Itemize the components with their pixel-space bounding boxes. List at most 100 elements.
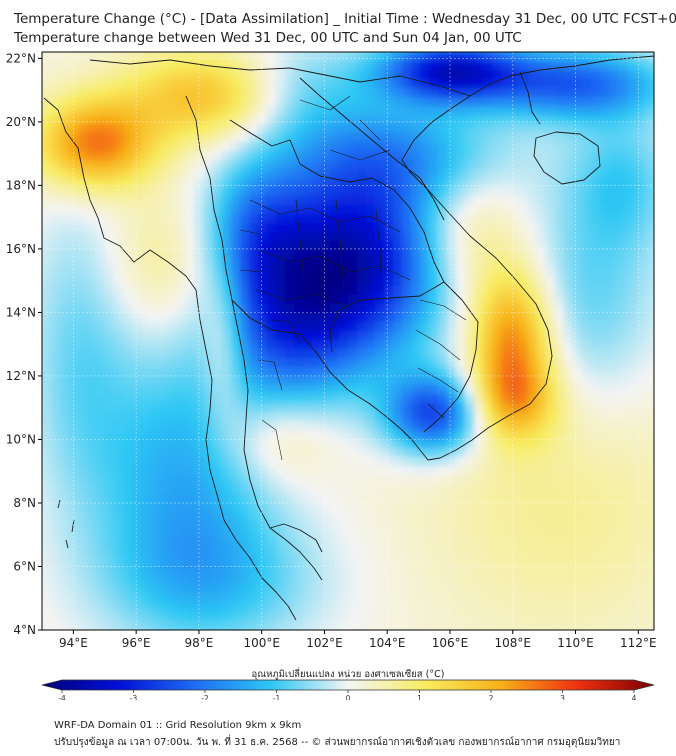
field-cell <box>42 502 52 512</box>
field-cell <box>96 160 106 170</box>
field-cell <box>375 268 385 278</box>
field-cell <box>519 196 529 206</box>
field-cell <box>60 187 70 197</box>
field-cell <box>105 430 115 440</box>
field-cell <box>42 133 43 143</box>
field-cell <box>87 475 97 485</box>
border-thailand-cambodia <box>329 281 445 353</box>
field-cell <box>69 547 79 557</box>
field-cell <box>213 313 223 323</box>
field-cell <box>249 286 259 296</box>
field-cell <box>348 628 358 630</box>
field-cell <box>447 340 457 350</box>
field-cell <box>510 511 520 521</box>
field-cell <box>348 583 358 593</box>
field-cell <box>303 88 313 98</box>
field-cell <box>321 376 331 386</box>
field-cell <box>573 223 583 233</box>
field-cell <box>429 367 439 377</box>
field-cell <box>186 403 196 413</box>
field-cell <box>501 403 511 413</box>
field-cell <box>465 529 475 539</box>
field-cell <box>69 439 79 449</box>
field-cell <box>78 583 88 593</box>
field-cell <box>483 466 493 476</box>
field-cell <box>627 466 637 476</box>
field-cell <box>375 187 385 197</box>
field-cell <box>204 223 214 233</box>
field-cell <box>555 448 565 458</box>
field-cell <box>78 187 88 197</box>
field-cell <box>330 340 340 350</box>
field-cell <box>375 565 385 575</box>
field-cell <box>159 628 169 630</box>
field-cell <box>546 232 556 242</box>
field-cell <box>528 538 538 548</box>
field-cell <box>276 502 286 512</box>
field-cell <box>438 232 448 242</box>
field-cell <box>339 187 349 197</box>
field-cell <box>645 331 654 341</box>
field-cell <box>645 232 654 242</box>
field-cell <box>123 52 133 53</box>
field-cell <box>222 556 232 566</box>
field-cell <box>186 70 196 80</box>
field-cell <box>429 556 439 566</box>
field-cell <box>69 430 79 440</box>
field-cell <box>573 556 583 566</box>
field-cell <box>159 601 169 611</box>
field-cell <box>582 241 592 251</box>
field-cell <box>537 241 547 251</box>
field-cell <box>348 619 358 629</box>
field-cell <box>69 565 79 575</box>
field-cell <box>213 466 223 476</box>
field-cell <box>141 367 151 377</box>
field-cell <box>276 250 286 260</box>
field-cell <box>249 592 259 602</box>
field-cell <box>159 412 169 422</box>
field-cell <box>168 430 178 440</box>
field-cell <box>483 277 493 287</box>
field-cell <box>366 358 376 368</box>
field-cell <box>186 169 196 179</box>
field-cell <box>627 295 637 305</box>
field-cell <box>393 583 403 593</box>
field-cell <box>537 124 547 134</box>
field-cell <box>456 286 466 296</box>
field-cell <box>546 565 556 575</box>
field-cell <box>474 151 484 161</box>
field-cell <box>105 88 115 98</box>
field-cell <box>105 223 115 233</box>
field-cell <box>510 547 520 557</box>
field-cell <box>429 529 439 539</box>
field-cell <box>609 358 619 368</box>
field-cell <box>51 304 61 314</box>
field-cell <box>150 295 160 305</box>
field-cell <box>213 52 223 62</box>
field-cell <box>177 106 187 116</box>
field-cell <box>411 277 421 287</box>
field-cell <box>240 619 250 629</box>
field-cell <box>438 115 448 125</box>
field-cell <box>510 475 520 485</box>
field-cell <box>546 628 556 630</box>
field-cell <box>42 178 52 188</box>
field-cell <box>411 340 421 350</box>
field-cell <box>555 205 565 215</box>
field-cell <box>123 484 133 494</box>
field-cell <box>420 70 430 80</box>
field-cell <box>51 547 61 557</box>
field-cell <box>69 268 79 278</box>
field-cell <box>339 52 349 62</box>
field-cell <box>438 106 448 116</box>
field-cell <box>321 520 331 530</box>
field-cell <box>204 583 214 593</box>
map-figure: 94°E 96°E 98°E 100°E 102°E 104°E 106°E 108°E 110… <box>6 51 657 700</box>
field-cell <box>384 313 394 323</box>
field-cell <box>366 439 376 449</box>
field-cell <box>114 232 124 242</box>
field-cell <box>312 421 322 431</box>
field-cell <box>528 124 538 134</box>
field-cell <box>627 340 637 350</box>
field-cell <box>519 583 529 593</box>
